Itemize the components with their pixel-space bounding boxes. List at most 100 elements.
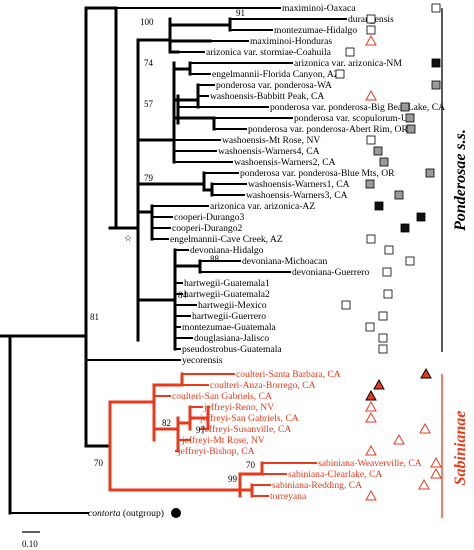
filled-triangle-marker	[373, 378, 385, 390]
open-triangle-marker	[365, 34, 377, 46]
filled-square-marker	[400, 223, 410, 233]
outgroup-filled-circle-marker	[171, 508, 181, 518]
taxon-label: hartwegii-Guerrero	[192, 311, 266, 322]
taxon-label: washoensis-Mt Rose, NV	[222, 135, 320, 146]
gray-square-marker	[394, 190, 404, 200]
taxon-label: ponderosa var. ponderosa-Big Bear Lake, …	[270, 102, 445, 113]
open-triangle-marker	[365, 489, 377, 501]
open-square-marker	[366, 135, 376, 145]
ponderosae-group-label: Ponderosae s.s.	[452, 129, 469, 232]
gray-square-marker	[365, 179, 375, 189]
open-triangle-marker	[393, 433, 405, 445]
taxon-label: sabiniana-Redding, CA	[272, 480, 362, 491]
taxon-label: montezumae-Hidalgo	[274, 25, 357, 36]
taxon-label: washoensis-Babbitt Peak, CA	[210, 91, 324, 102]
open-square-marker	[335, 69, 345, 79]
open-square-marker	[366, 25, 376, 35]
gray-square-marker	[406, 124, 416, 134]
support-value: 100	[140, 17, 154, 27]
open-square-marker	[382, 267, 392, 277]
taxon-label: devoniana-Hidalgo	[190, 245, 264, 256]
taxon-label: devoniana-Guerrero	[292, 267, 369, 278]
taxon-label: hartwegii-Guatemala2	[184, 289, 270, 300]
taxon-label: coulteri-Santa Barbara, CA	[236, 369, 341, 380]
gray-square-marker	[400, 102, 410, 112]
taxon-label: washoensis-Warners1, CA	[248, 179, 350, 190]
filled-square-marker	[374, 201, 384, 211]
support-value: 99	[228, 474, 238, 484]
open-triangle-marker	[430, 456, 442, 468]
outgroup-suffix: (outgroup)	[121, 508, 164, 519]
open-triangle-marker	[365, 444, 377, 456]
gray-square-marker	[431, 80, 441, 90]
open-square-marker	[383, 289, 393, 299]
gray-square-marker	[379, 157, 389, 167]
taxon-label: washoensis-Warners2, CA	[234, 157, 336, 168]
support-value: 79	[144, 173, 154, 183]
taxon-label: sabiniana-Weaverville, CA	[318, 458, 422, 469]
star-symbol: ☆	[124, 233, 132, 243]
taxon-label: ponderosa var. scopulorum-UT	[294, 113, 414, 124]
open-square-marker	[345, 47, 355, 57]
scale-label: 0.10	[22, 539, 38, 549]
open-triangle-marker	[365, 411, 377, 423]
taxon-label: jeffreyi-Susanville, CA	[201, 424, 291, 435]
taxon-label: jeffreyi-Mt Rose, NV	[181, 435, 265, 446]
open-square-marker	[384, 245, 394, 255]
open-triangle-marker	[365, 89, 377, 101]
taxon-label: pseudostrobus-Guatemala	[182, 344, 282, 355]
open-triangle-marker	[419, 422, 431, 434]
support-value: 70	[94, 458, 104, 468]
open-square-marker	[431, 3, 441, 13]
gray-square-marker	[373, 146, 383, 156]
open-triangle-marker	[365, 400, 377, 412]
taxon-label: coulteri-Anza-Borrego, CA	[210, 380, 316, 391]
support-value: 57	[144, 99, 154, 109]
filled-triangle-marker	[420, 367, 432, 379]
outgroup-name: contorta	[88, 508, 121, 519]
taxon-label: yecorensis	[182, 355, 223, 366]
filled-square-marker	[416, 212, 426, 222]
taxon-label: hartwegii-Guatemala1	[184, 278, 270, 289]
taxon-label: maximinoi-Oaxaca	[282, 3, 356, 14]
filled-triangle-marker	[365, 389, 377, 401]
tip-markers	[335, 3, 442, 501]
open-triangle-marker	[430, 467, 442, 479]
taxon-label: cooperi-Durango3	[174, 212, 245, 223]
taxon-label: devoniana-Michoacan	[242, 256, 327, 267]
tip-labels: maximinoi-Oaxacadurangensismontezumae-Hi…	[170, 3, 445, 502]
taxon-label: sabiniana-Clearlake, CA	[288, 469, 382, 480]
tree-branches	[0, 6, 347, 515]
filled-square-marker	[431, 58, 441, 68]
taxon-label: washoensis-Warners3, CA	[246, 190, 348, 201]
taxon-label: arizonica var. stormiae-Coahuila	[206, 47, 332, 58]
support-value: 97	[196, 425, 206, 435]
taxon-label: ponderosa var. ponderosa-Abert Rim, OR	[248, 124, 408, 135]
support-value: 84	[178, 290, 188, 300]
open-square-marker	[366, 14, 376, 24]
taxon-label: maximinoi-Honduras	[250, 36, 332, 47]
open-square-marker	[341, 300, 351, 310]
open-square-marker	[365, 322, 375, 332]
sabinianae-group-label: Sabinianae	[452, 411, 469, 486]
taxon-label: douglasiana-Jalisco	[194, 333, 269, 344]
taxon-label: jeffreyi-Reno, NV	[203, 402, 274, 413]
taxon-label: torreyana	[270, 491, 307, 502]
open-square-marker	[378, 333, 388, 343]
taxon-label: hartwegii-Mexico	[198, 300, 267, 311]
open-triangle-marker	[418, 478, 430, 490]
open-square-marker	[405, 256, 415, 266]
gray-square-marker	[405, 113, 415, 123]
taxon-label: cooperi-Durango2	[172, 223, 243, 234]
support-value: 91	[236, 8, 245, 18]
taxon-label: arizonica var. arizonica-NM	[294, 58, 402, 69]
support-value: 88	[210, 254, 220, 264]
open-square-marker	[378, 344, 388, 354]
taxon-label: jeffreyi-San Gabriels, CA	[199, 413, 299, 424]
support-value: 74	[144, 58, 154, 68]
gray-square-marker	[425, 168, 435, 178]
taxon-label: montezumae-Guatemala	[182, 322, 277, 333]
open-square-marker	[366, 234, 376, 244]
